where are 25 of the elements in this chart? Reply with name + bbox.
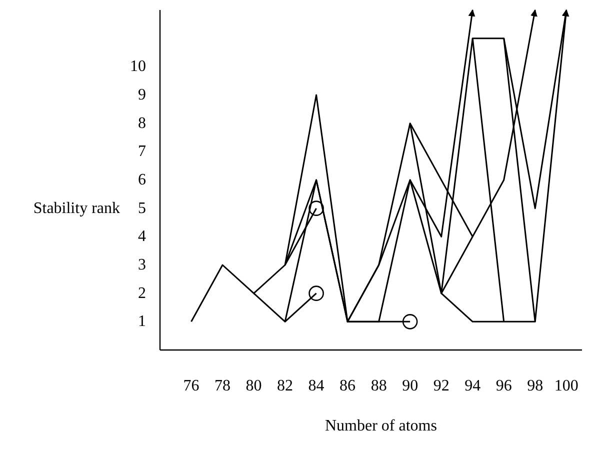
- y-tick-label: 6: [138, 172, 146, 188]
- x-tick-label: 82: [277, 378, 294, 394]
- x-tick-label: 86: [340, 378, 356, 394]
- y-tick-label: 4: [138, 228, 146, 246]
- x-tick-label: 88: [370, 378, 387, 394]
- y-tick-label: 1: [138, 313, 146, 330]
- x-tick-label: 92: [433, 378, 450, 394]
- x-tick-label: 100: [554, 378, 578, 394]
- x-tick-label: 80: [246, 378, 262, 394]
- y-tick-label: 8: [138, 114, 146, 132]
- y-tick-label: 9: [138, 86, 146, 104]
- x-tick-label: 76: [183, 378, 200, 394]
- x-tick-label: 84: [308, 378, 324, 394]
- x-tick-label: 78: [214, 378, 231, 394]
- y-tick-label: 3: [138, 256, 146, 274]
- y-tick-label: 7: [138, 143, 146, 160]
- y-tick-label: 10: [130, 58, 146, 76]
- x-tick-label: 96: [496, 378, 512, 394]
- x-tick-label: 94: [464, 378, 481, 394]
- x-tick-label: 98: [527, 378, 544, 394]
- y-axis-title: Stability rank: [33, 200, 120, 217]
- y-tick-label: 5: [138, 200, 146, 217]
- y-tick-label: 2: [138, 284, 146, 302]
- x-axis-title: Number of atoms: [325, 418, 437, 434]
- x-tick-label: 90: [402, 378, 418, 394]
